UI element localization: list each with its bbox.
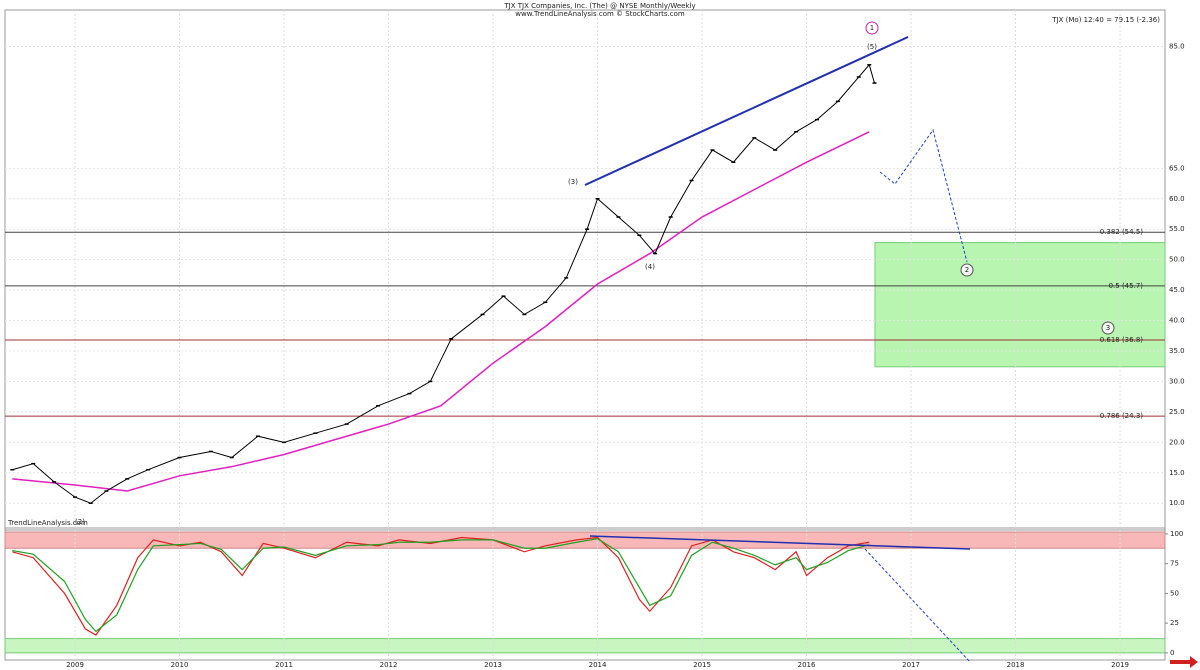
wave-label: 2 [965,266,969,274]
x-tick-label: 2010 [171,661,189,669]
quote: TJX (Mo) 12:40 = 79.15 (-2.36) [1051,16,1160,24]
oscillator-line [12,536,870,636]
x-tick-label: 2017 [902,661,920,669]
y-tick-label: 85.0 [1169,43,1185,51]
x-tick-label: 2019 [1111,661,1129,669]
x-tick-label: 2009 [66,661,84,669]
wave-circle [960,263,974,277]
osc-tick-label: 50 [1170,589,1179,597]
oscillator-line [12,538,870,633]
projection [879,128,968,263]
wave-label: (4) [645,263,655,271]
level-label: 0.5 (45.7) [1109,282,1144,290]
y-tick-label: 10.0 [1169,499,1185,507]
osc-projection [864,548,971,663]
osc-tick-label: 100 [1170,530,1183,538]
osc-tick-label: 25 [1170,619,1179,627]
osc-trendline [589,535,971,550]
wave-circle [865,21,879,35]
y-tick-label: 35.0 [1169,347,1185,355]
chart-title: TJX TJX Companies, Inc. (The) @ NYSE Mon… [503,2,695,10]
wave-circle [1101,321,1115,335]
y-tick-label: 65.0 [1169,164,1185,172]
level-label: 0.382 (54.5) [1100,228,1144,236]
osc-tick-label: 0 [1170,649,1174,657]
x-tick-label: 2013 [484,661,502,669]
scroll-arrow [1170,656,1198,668]
credit: TrendLineAnalysis.com [7,519,88,527]
y-tick-label: 60.0 [1169,195,1185,203]
wave-label: (5) [867,43,877,51]
level-label: 0.786 (24.3) [1100,412,1144,420]
x-tick-label: 2018 [1007,661,1025,669]
oversold-band [4,638,1166,654]
trendline [584,36,909,186]
x-tick-label: 2011 [275,661,293,669]
y-tick-label: 25.0 [1169,408,1185,416]
y-tick-label: 45.0 [1169,286,1185,294]
y-tick-label: 40.0 [1169,317,1185,325]
x-tick-label: 2016 [798,661,816,669]
plot: 2009 2010 2011 2012 2013 2014 2015 2016 2017 2018… [4,10,1185,669]
wave-label: 1 [870,24,874,32]
wave-label: (2) [75,518,85,526]
y-tick-label: 20.0 [1169,438,1185,446]
x-tick-label: 2015 [693,661,711,669]
chart-subtitle: www.TrendLineAnalysis.com © StockCharts.… [515,10,685,18]
y-tick-label: 55.0 [1169,225,1185,233]
y-tick-label: 15.0 [1169,469,1185,477]
y-tick-label: 30.0 [1169,377,1185,385]
moving-average [12,131,870,492]
wave-label: (3) [568,178,578,186]
osc-tick-label: 75 [1170,560,1179,568]
wave-label: 3 [1106,324,1110,332]
overbought-band [4,531,1166,549]
y-tick-label: 50.0 [1169,256,1185,264]
target-zone [874,242,1166,368]
x-tick-label: 2014 [589,661,607,669]
level-label: 0.618 (36.8) [1100,336,1144,344]
oscillator-panel [4,527,1166,661]
x-tick-label: 2012 [380,661,398,669]
